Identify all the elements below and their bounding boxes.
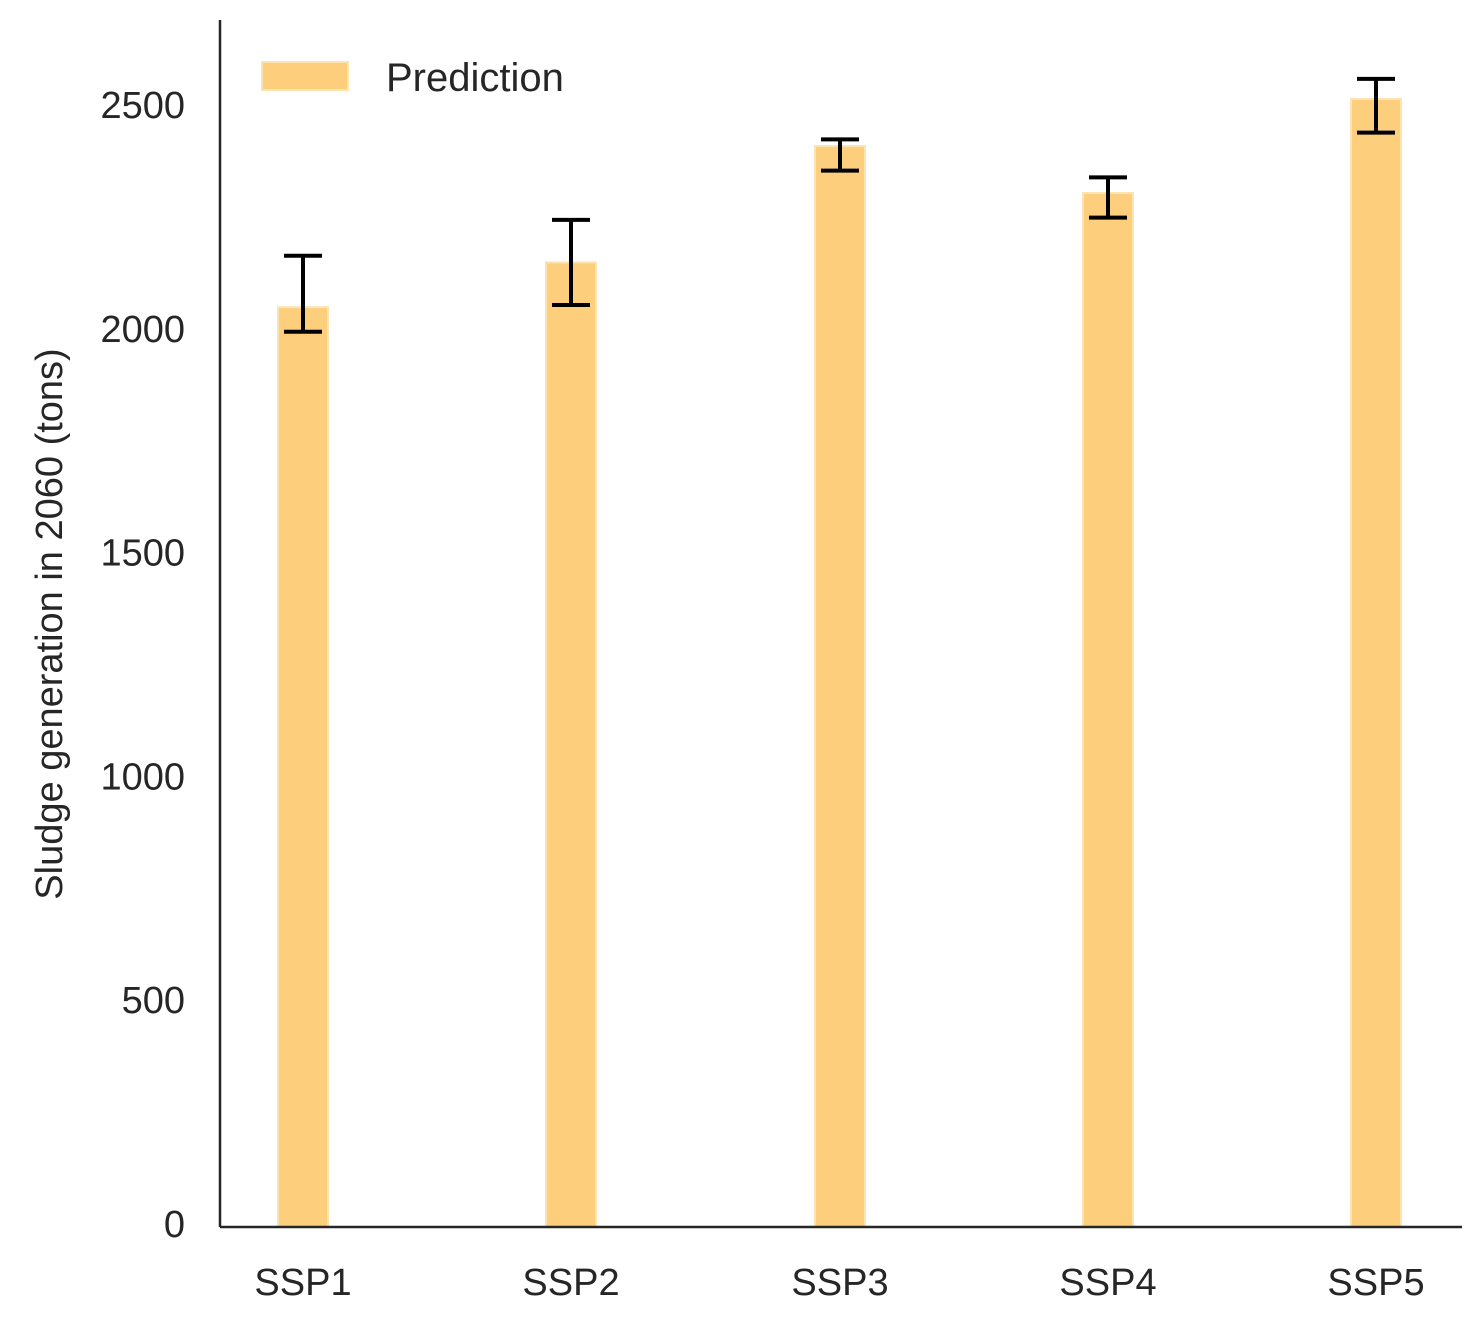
error-bar-ssp1 [284,253,322,334]
x-tick-label-ssp1: SSP1 [254,1262,351,1304]
y-tick-labels: 0 500 1000 1500 2000 2500 [100,85,185,1246]
legend-label-prediction: Prediction [386,56,564,100]
y-axis-label: Sludge generation in 2060 (tons) [29,348,71,899]
y-tick-label-2500: 2500 [100,85,185,127]
y-tick-label-2000: 2000 [100,309,185,351]
error-bars-group [284,76,1395,334]
bar-ssp4 [1082,192,1134,1229]
bar-ssp2 [545,261,597,1228]
y-tick-label-500: 500 [122,980,185,1022]
error-bar-ssp3 [821,137,859,173]
x-tick-label-ssp2: SSP2 [522,1262,619,1304]
bar-ssp3 [814,145,866,1228]
x-tick-label-ssp3: SSP3 [791,1262,888,1304]
legend-swatch [261,61,349,91]
error-bar-ssp5 [1357,76,1395,135]
x-tick-label-ssp5: SSP5 [1327,1262,1424,1304]
y-tick-label-0: 0 [164,1204,185,1246]
bars-group [277,98,1402,1229]
y-tick-label-1500: 1500 [100,533,185,575]
bar-ssp5 [1350,98,1402,1229]
y-tick-label-1000: 1000 [100,756,185,798]
bar-ssp1 [277,306,329,1228]
x-tick-labels: SSP1 SSP2 SSP3 SSP4 SSP5 [254,1262,1424,1304]
error-bar-ssp4 [1089,175,1127,220]
x-tick-label-ssp4: SSP4 [1059,1262,1156,1304]
legend: Prediction [261,56,564,100]
error-bar-ssp2 [552,217,590,307]
